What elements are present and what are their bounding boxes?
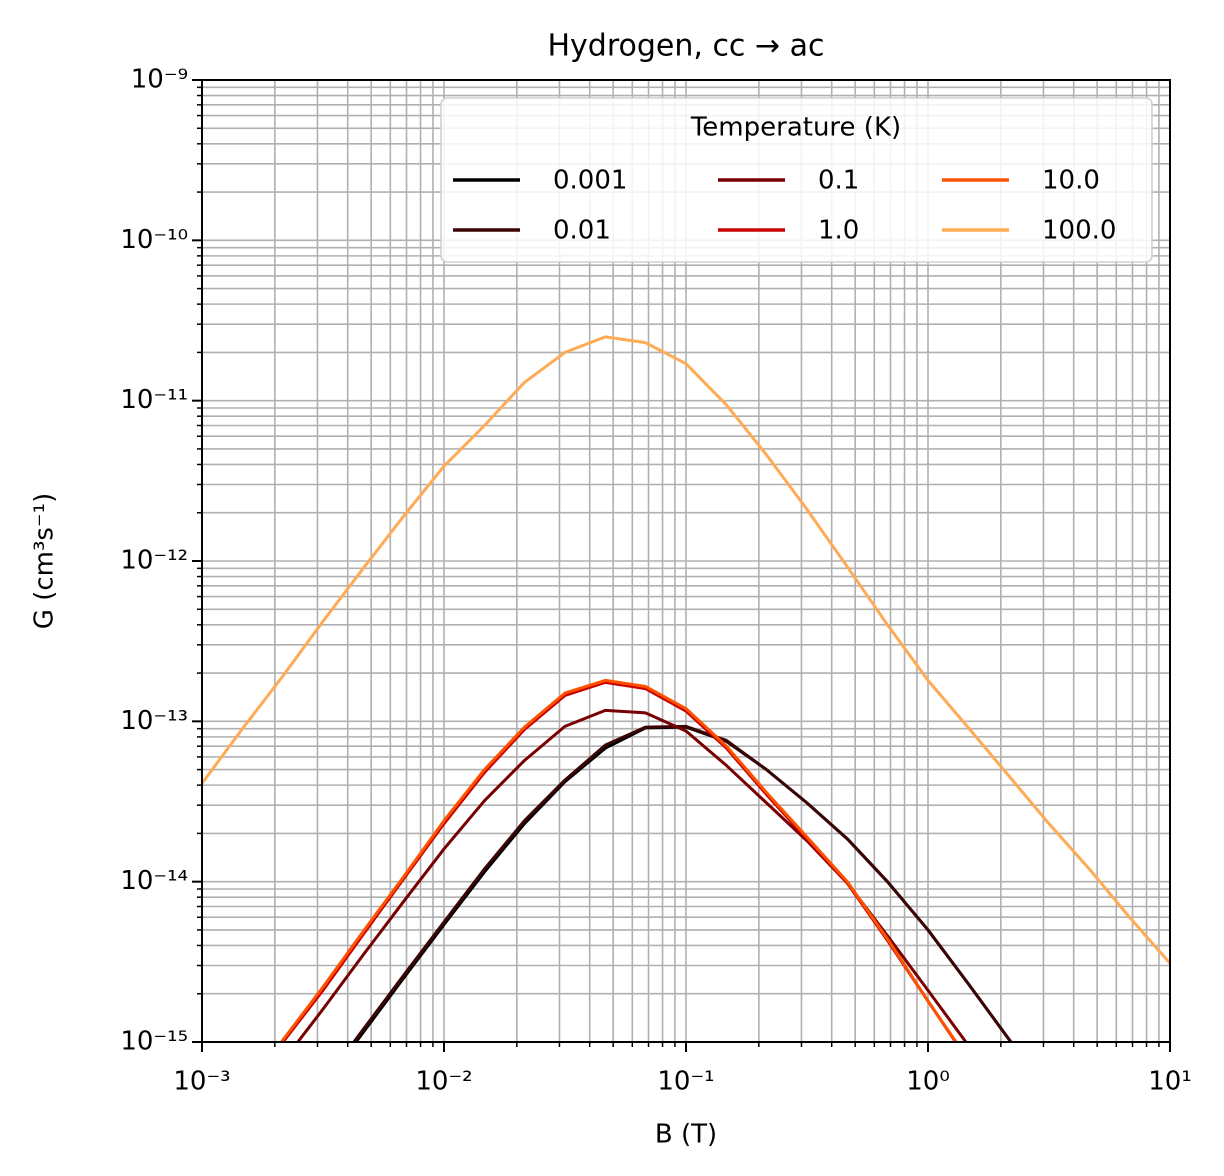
series-line xyxy=(295,708,968,1042)
legend-label: 100.0 xyxy=(1042,216,1116,246)
y-tick-label: 10⁻¹⁵ xyxy=(120,1027,188,1057)
series-line xyxy=(351,724,1013,1042)
y-tick-label: 10⁻¹⁴ xyxy=(120,866,188,896)
legend-box xyxy=(440,97,1153,263)
legend-title: Temperature (K) xyxy=(690,113,901,143)
legend-label: 0.01 xyxy=(553,216,611,246)
x-axis-label: B (T) xyxy=(655,1120,717,1150)
legend: Temperature (K) 0.001 0.01 0.1 1.0 10.0 100.0 xyxy=(440,97,1153,263)
y-axis-label: G (cm³s⁻¹) xyxy=(30,493,60,629)
legend-label: 0.001 xyxy=(553,166,627,196)
y-tick-label: 10⁻¹⁰ xyxy=(120,225,188,255)
series-line xyxy=(202,335,1170,965)
x-tick-label: 10⁰ xyxy=(906,1067,950,1097)
x-tick-label: 10⁻² xyxy=(415,1067,472,1097)
y-tick-label: 10⁻⁹ xyxy=(131,65,188,95)
plot-lines xyxy=(202,335,1170,1042)
x-tick-label: 10⁻¹ xyxy=(657,1067,714,1097)
x-tick-label: 10⁻³ xyxy=(173,1067,230,1097)
y-tick-label: 10⁻¹¹ xyxy=(120,385,188,415)
series-line xyxy=(279,678,958,1042)
y-tick-label: 10⁻¹² xyxy=(120,546,188,576)
axes: 10⁻³ 10⁻² 10⁻¹ 10⁰ 10¹ 10⁻¹⁵ 10⁻¹⁴ 10⁻¹³ 10⁻¹² 10… xyxy=(120,65,1191,1097)
chart-title: Hydrogen, cc → ac xyxy=(547,29,824,64)
y-tick-label: 10⁻¹³ xyxy=(120,706,188,736)
x-tick-label: 10¹ xyxy=(1148,1067,1192,1097)
legend-label: 0.1 xyxy=(818,166,859,196)
legend-label: 1.0 xyxy=(818,216,859,246)
legend-label: 10.0 xyxy=(1042,166,1100,196)
series-line xyxy=(281,680,958,1042)
